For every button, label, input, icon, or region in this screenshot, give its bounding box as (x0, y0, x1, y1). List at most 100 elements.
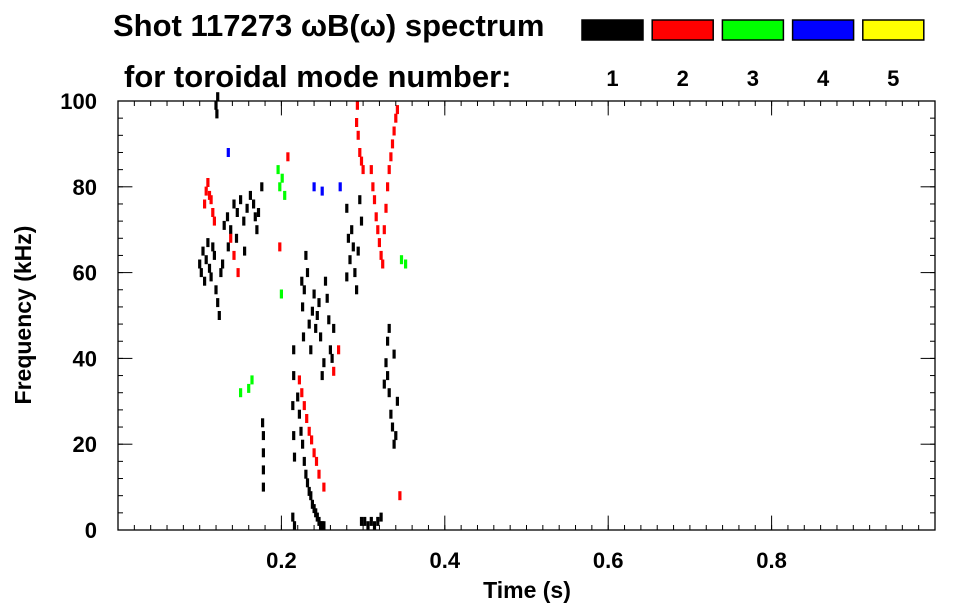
spectrum-point-n4 (312, 182, 316, 192)
spectrum-point-n2 (387, 165, 391, 175)
spectrum-point-n1 (198, 259, 202, 269)
spectrum-point-n2 (212, 216, 216, 226)
spectrum-point-n2 (381, 259, 385, 269)
spectrum-point-n1 (211, 242, 215, 252)
spectrum-point-n2 (384, 203, 388, 213)
spectrum-point-n2 (317, 469, 321, 479)
spectrum-point-n2 (278, 242, 282, 252)
spectrum-point-n1 (255, 225, 259, 235)
legend-label-2: 2 (677, 66, 689, 91)
spectrum-point-n1 (395, 396, 399, 406)
spectrum-point-n1 (309, 491, 313, 501)
spectrum-point-n1 (369, 516, 373, 526)
spectrum-point-n2 (371, 182, 375, 192)
spectrum-point-n1 (203, 276, 207, 286)
spectrum-point-n1 (229, 225, 233, 235)
spectrum-point-n1 (212, 250, 216, 260)
legend-title: for toroidal mode number: (124, 59, 512, 94)
spectrum-point-n1 (382, 379, 386, 389)
spectrum-point-n1 (372, 521, 377, 531)
spectrum-point-n2 (356, 130, 360, 140)
x-tick-label: 0.8 (756, 548, 787, 573)
data-marks (198, 92, 408, 531)
spectrum-point-n1 (305, 478, 310, 488)
spectrum-point-n2 (355, 100, 359, 110)
spectrum-point-n1 (222, 220, 226, 230)
spectrum-point-n2 (395, 105, 399, 115)
legend-label-5: 5 (887, 66, 899, 91)
spectrum-point-n1 (307, 319, 311, 329)
spectrum-point-n2 (209, 195, 213, 205)
spectrum-point-n2 (394, 113, 398, 123)
spectrum-point-n2 (337, 345, 341, 355)
y-tick-label: 0 (85, 518, 97, 543)
spectrum-point-n1 (252, 199, 256, 209)
spectrum-point-n1 (261, 465, 265, 475)
spectrum-point-n2 (332, 366, 336, 376)
x-tick-label: 0.6 (593, 548, 624, 573)
spectrum-point-n2 (206, 178, 210, 187)
spectrum-point-n2 (312, 448, 316, 458)
spectrum-point-n1 (312, 289, 316, 299)
spectrum-point-n1 (261, 418, 265, 428)
spectrum-point-n1 (315, 311, 319, 320)
spectrum-point-n2 (203, 199, 207, 209)
spectrum-point-n2 (361, 165, 365, 175)
spectrum-point-n1 (387, 323, 391, 333)
spectrum-point-n1 (353, 268, 357, 278)
spectrum-point-n3 (280, 173, 284, 183)
spectrum-point-n3 (250, 375, 254, 385)
spectrum-point-n2 (389, 152, 393, 162)
spectrum-point-n1 (292, 371, 296, 381)
legend: 1 2 3 4 5 (581, 19, 925, 91)
spectrum-point-n1 (221, 259, 225, 269)
spectrum-point-n1 (320, 521, 324, 531)
spectrum-point-n2 (379, 250, 383, 260)
spectrum-point-n2 (211, 208, 215, 217)
spectrum-point-n2 (229, 233, 233, 243)
spectrum-point-n1 (216, 92, 220, 102)
spectrum-point-n3 (283, 190, 287, 200)
spectrum-point-n3 (276, 165, 280, 175)
spectrum-point-n4 (338, 182, 342, 192)
spectrum-point-n1 (309, 345, 313, 355)
spectrum-point-n2 (386, 182, 390, 192)
spectrum-point-n2 (369, 165, 373, 175)
spectrum-point-n1 (296, 392, 300, 402)
spectrum-point-n1 (301, 302, 305, 312)
spectrum-point-n2 (374, 212, 378, 222)
spectrum-point-n1 (291, 401, 295, 411)
spectrum-point-n1 (386, 371, 390, 381)
legend-label-4: 4 (817, 66, 830, 91)
spectrum-point-n1 (376, 516, 380, 526)
spectrum-point-n1 (392, 439, 396, 449)
spectrum-point-n3 (239, 388, 243, 398)
spectrum-point-n2 (390, 139, 395, 149)
spectrum-point-n2 (382, 225, 386, 235)
spectrum-point-n2 (297, 375, 301, 385)
spectrum-point-n1 (225, 212, 230, 222)
tick-labels: 0.2 0.4 0.6 0.8 0 20 40 60 80 100 (60, 89, 787, 573)
spectrum-point-n1 (297, 409, 301, 419)
spectrum-point-n1 (300, 276, 304, 286)
x-tick-label: 0.4 (430, 548, 461, 573)
spectrum-point-n1 (350, 225, 354, 235)
spectrum-point-n1 (292, 431, 296, 441)
spectrum-point-n1 (325, 293, 329, 303)
spectrum-point-n1 (315, 512, 319, 522)
spectrum-point-n3 (404, 259, 408, 269)
spectrum-point-n2 (232, 250, 236, 260)
spectrum-point-n1 (261, 448, 265, 458)
spectrum-point-n2 (305, 414, 309, 423)
spectrum-point-n3 (247, 383, 251, 393)
spectrum-point-n1 (351, 242, 355, 252)
spectrum-point-n1 (327, 315, 331, 325)
spectrum-point-n1 (302, 285, 306, 295)
spectrum-point-n1 (261, 482, 265, 492)
spectrum-point-n2 (204, 186, 208, 196)
spectrum-point-n1 (299, 426, 303, 436)
axis-ticks (118, 100, 935, 531)
spectrum-point-n1 (345, 272, 349, 282)
y-tick-label: 80 (73, 175, 97, 200)
